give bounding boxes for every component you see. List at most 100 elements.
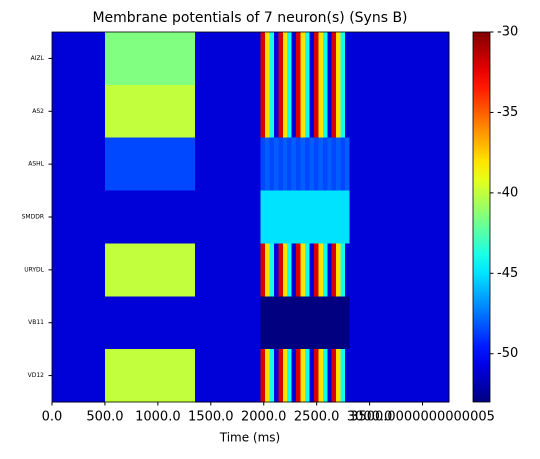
- colorbar-tick-label: -40: [497, 185, 518, 200]
- heatmap-cell: [52, 137, 106, 191]
- heatmap-cell: [282, 349, 288, 403]
- heatmap-cell: [318, 296, 324, 350]
- heatmap-cell: [349, 32, 450, 86]
- x-tick-label: 0.0: [42, 410, 63, 425]
- heatmap-cell: [291, 84, 297, 139]
- heatmap-cell: [287, 190, 292, 244]
- heatmap-cell: [313, 137, 319, 191]
- heatmap-cell: [305, 137, 310, 191]
- heatmap-cell: [104, 296, 196, 350]
- heatmap-cell: [318, 84, 324, 139]
- heatmap-cell: [349, 84, 450, 139]
- heatmap-cell: [287, 296, 292, 350]
- heatmap-cell: [349, 243, 450, 297]
- heatmap-cell: [340, 349, 346, 403]
- heatmap-cell: [313, 243, 319, 297]
- heatmap-cell: [309, 349, 315, 403]
- heatmap-cell: [269, 296, 275, 350]
- heatmap-cell: [269, 190, 275, 244]
- heatmap-cell: [331, 137, 337, 191]
- heatmap-cell: [260, 190, 266, 244]
- heatmap-cell: [287, 349, 292, 403]
- heatmap-cell: [322, 243, 328, 297]
- heatmap-cell: [305, 84, 310, 139]
- heatmap-cell: [305, 296, 310, 350]
- heatmap-cell: [327, 137, 332, 191]
- heatmap-cell: [309, 137, 315, 191]
- heatmap-cell: [269, 243, 275, 297]
- heatmap-cell: [291, 137, 297, 191]
- heatmap-cell: [305, 32, 310, 86]
- heatmap-cell: [305, 190, 310, 244]
- heatmap-cell: [194, 137, 261, 191]
- heatmap-cell: [331, 243, 337, 297]
- heatmap-cell: [260, 296, 266, 350]
- heatmap-cell: [309, 296, 315, 350]
- x-tick-label: 3000.0: [347, 410, 393, 425]
- heatmap-cell: [296, 296, 301, 350]
- heatmap-cell: [300, 349, 306, 403]
- heatmap-cell: [322, 137, 328, 191]
- heatmap-cell: [273, 84, 279, 139]
- heatmap-cell: [322, 349, 328, 403]
- heatmap-cell: [296, 32, 301, 86]
- heatmap-cell: [296, 349, 301, 403]
- heatmap-cell: [300, 243, 306, 297]
- heatmap-cell: [340, 32, 346, 86]
- heatmap-cell: [52, 84, 106, 139]
- heatmap-cell: [313, 349, 319, 403]
- heatmap-cell: [265, 84, 270, 139]
- heatmap-cell: [331, 296, 337, 350]
- heatmap-cell: [269, 84, 275, 139]
- heatmap-cell: [278, 243, 284, 297]
- colorbar-tick-label: -35: [497, 105, 518, 120]
- colorbar-tick-label: -30: [497, 25, 518, 40]
- heatmap-cell: [273, 296, 279, 350]
- heatmap-cell: [282, 243, 288, 297]
- x-axis-label: Time (ms): [219, 431, 281, 445]
- y-tick-label: AIZL: [31, 55, 45, 62]
- heatmap-cell: [260, 349, 266, 403]
- heatmap-cell: [273, 349, 279, 403]
- x-tick-label: 500.0: [86, 410, 123, 425]
- heatmap-cell: [269, 32, 275, 86]
- colorbar-tick-label: -50: [497, 346, 518, 361]
- y-tick-label: ASHL: [28, 161, 44, 168]
- heatmap-cell: [305, 349, 310, 403]
- heatmap-cell: [278, 137, 284, 191]
- heatmap-cell: [318, 137, 324, 191]
- heatmap-cell: [340, 137, 346, 191]
- heatmap-cell: [336, 349, 341, 403]
- heatmap-cell: [287, 243, 292, 297]
- heatmap-cell: [336, 32, 341, 86]
- heatmap-cell: [291, 32, 297, 86]
- heatmap-cell: [104, 84, 196, 139]
- heatmap-cell: [349, 296, 450, 350]
- heatmap-cell: [318, 190, 324, 244]
- heatmap-cell: [269, 137, 275, 191]
- heatmap-cell: [194, 296, 261, 350]
- heatmap-cell: [345, 32, 350, 86]
- heatmap-cell: [336, 137, 341, 191]
- heatmap-cell: [273, 32, 279, 86]
- heatmap-cell: [331, 84, 337, 139]
- heatmap-cell: [327, 296, 332, 350]
- heatmap-cell: [265, 32, 270, 86]
- heatmap-cell: [313, 190, 319, 244]
- heatmap-cell: [269, 349, 275, 403]
- heatmap-cell: [296, 137, 301, 191]
- heatmap-cell: [265, 349, 270, 403]
- heatmap-cell: [291, 296, 297, 350]
- heatmap-cell: [273, 243, 279, 297]
- heatmap-cell: [194, 84, 261, 139]
- heatmap-cell: [291, 190, 297, 244]
- heatmap-cell: [322, 190, 328, 244]
- heatmap-cell: [349, 349, 450, 403]
- heatmap-cell: [318, 349, 324, 403]
- heatmap-cell: [318, 243, 324, 297]
- heatmap-cell: [331, 32, 337, 86]
- heatmap-cell: [322, 32, 328, 86]
- heatmap-cell: [327, 190, 332, 244]
- heatmap-cell: [345, 190, 350, 244]
- heatmap-cell: [265, 243, 270, 297]
